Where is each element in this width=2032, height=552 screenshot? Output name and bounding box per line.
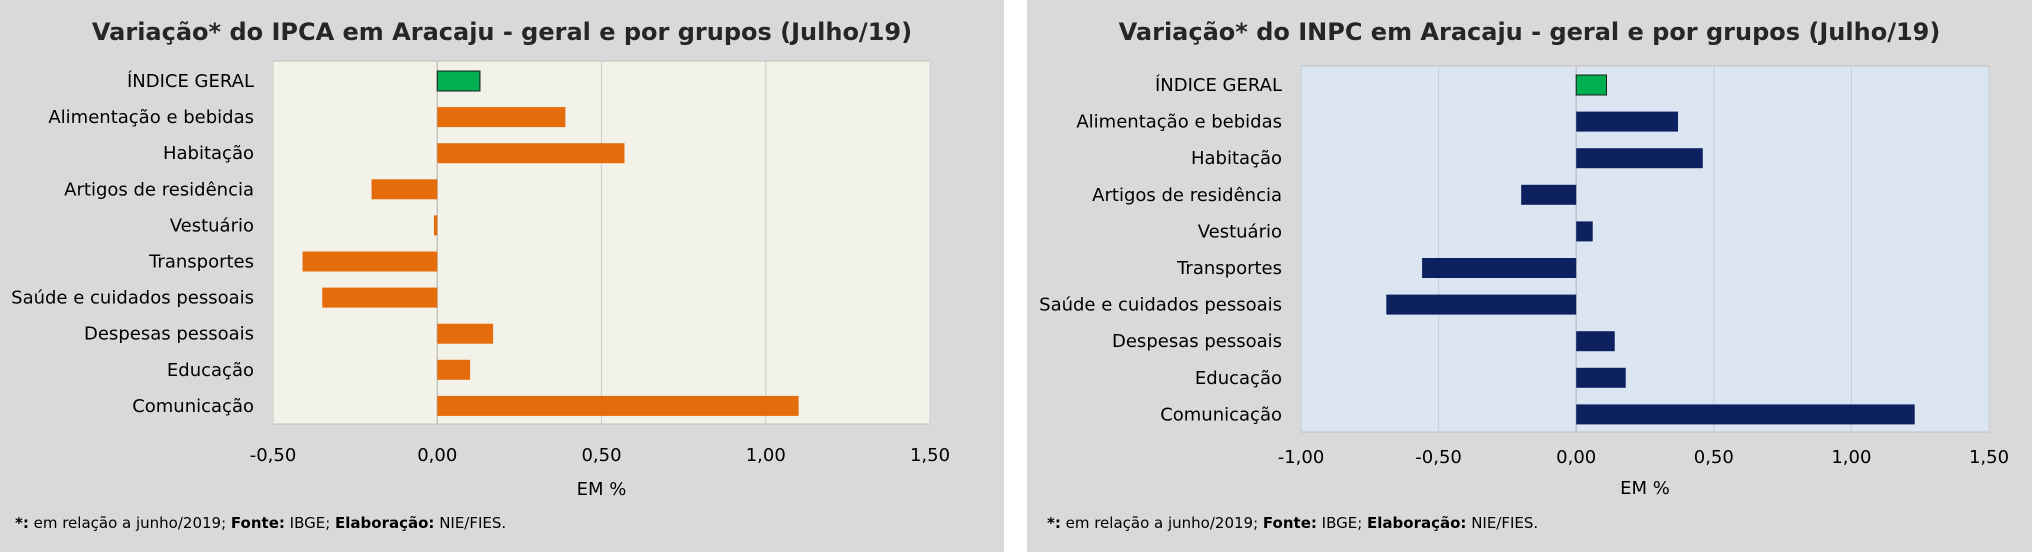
footnote-elaboration-label: Elaboração: [335, 514, 435, 532]
bar [1576, 367, 1626, 388]
category-label: Habitação [163, 143, 254, 164]
x-tick-label: 1,50 [1969, 447, 2009, 468]
category-label: Despesas pessoais [1112, 331, 1282, 352]
bar [437, 143, 625, 164]
footnote-source-label: Fonte: [230, 514, 285, 532]
bar [302, 251, 438, 272]
bar [1422, 258, 1577, 278]
x-tick-label: -0,50 [250, 445, 297, 466]
category-label: Transportes [148, 252, 254, 273]
category-label: Despesas pessoais [84, 324, 254, 345]
category-label: ÍNDICE GERAL [127, 70, 254, 92]
footnote-source-label: Fonte: [1262, 514, 1317, 532]
footnote-text-3: NIE/FIES. [434, 514, 507, 532]
category-label: ÍNDICE GERAL [1155, 74, 1282, 96]
x-tick-label: 0,00 [417, 445, 457, 466]
bar [1576, 111, 1679, 132]
category-label: Artigos de residência [64, 179, 254, 200]
category-label: Artigos de residência [1092, 185, 1282, 206]
bar [371, 179, 438, 200]
bar [1386, 294, 1577, 315]
x-tick-label: -1,00 [1278, 447, 1325, 468]
bar [437, 395, 799, 416]
footnote-star: *: [15, 514, 29, 532]
x-axis-title: EM % [577, 479, 627, 500]
category-label: Vestuário [1198, 221, 1282, 242]
category-label: Vestuário [170, 215, 254, 236]
x-tick-label: 1,00 [1831, 447, 1871, 468]
category-label: Saúde e cuidados pessoais [1039, 295, 1282, 316]
ipca-bar-chart: -0,50 0,00 0,50 1,00 1,50 ÍNDICE GERAL Aliment… [11, 60, 950, 500]
category-label: Educação [167, 360, 254, 381]
footnote-star: *: [1047, 514, 1061, 532]
bar [1575, 74, 1607, 96]
bar [436, 70, 481, 92]
inpc-chart-panel: Variação* do INPC em Aracaju - geral e p… [1027, 0, 2032, 552]
footnote-text-3: NIE/FIES. [1466, 514, 1539, 532]
x-tick-label: 0,00 [1556, 447, 1596, 468]
bar [437, 359, 471, 380]
x-tick-label: 1,00 [746, 445, 786, 466]
category-label: Alimentação e bebidas [48, 107, 254, 128]
category-label: Transportes [1176, 258, 1282, 279]
chart-title: Variação* do IPCA em Aracaju - geral e p… [91, 18, 913, 46]
x-tick-label: -0,50 [1415, 447, 1462, 468]
bar [437, 107, 566, 128]
footnote-text-1: em relação a junho/2019; [1060, 514, 1263, 532]
ipca-chart-panel: Variação* do IPCA em Aracaju - geral e p… [0, 0, 1004, 552]
bar [1576, 221, 1593, 242]
bar [1576, 404, 1915, 425]
x-tick-label: 0,50 [1694, 447, 1734, 468]
footnote-text-1: em relação a junho/2019; [28, 514, 231, 532]
category-label: Alimentação e bebidas [1076, 112, 1282, 133]
bar [1576, 148, 1703, 169]
bar [433, 215, 438, 236]
chart-title: Variação* do INPC em Aracaju - geral e p… [1118, 18, 1941, 46]
category-label: Comunicação [132, 396, 254, 417]
category-label: Comunicação [1160, 404, 1282, 425]
footnote-elaboration-label: Elaboração: [1367, 514, 1467, 532]
category-label: Educação [1195, 368, 1282, 389]
x-tick-label: 0,50 [581, 445, 621, 466]
category-label: Habitação [1191, 148, 1282, 169]
bar [437, 323, 494, 344]
bar [1521, 184, 1577, 205]
x-axis-title: EM % [1620, 478, 1670, 499]
footnote-text-2: IBGE; [1316, 514, 1368, 532]
bar [1576, 331, 1615, 352]
inpc-bar-chart: -1,00 -0,50 0,00 0,50 1,00 1,50 ÍNDICE GERAL Al… [1039, 65, 2009, 499]
x-tick-label: 1,50 [910, 445, 950, 466]
category-label: Saúde e cuidados pessoais [11, 288, 254, 309]
bar [322, 287, 438, 308]
chart-footnote: *: em relação a junho/2019; Fonte: IBGE;… [1047, 514, 1538, 532]
footnote-text-2: IBGE; [284, 514, 336, 532]
chart-footnote: *: em relação a junho/2019; Fonte: IBGE;… [15, 514, 506, 532]
